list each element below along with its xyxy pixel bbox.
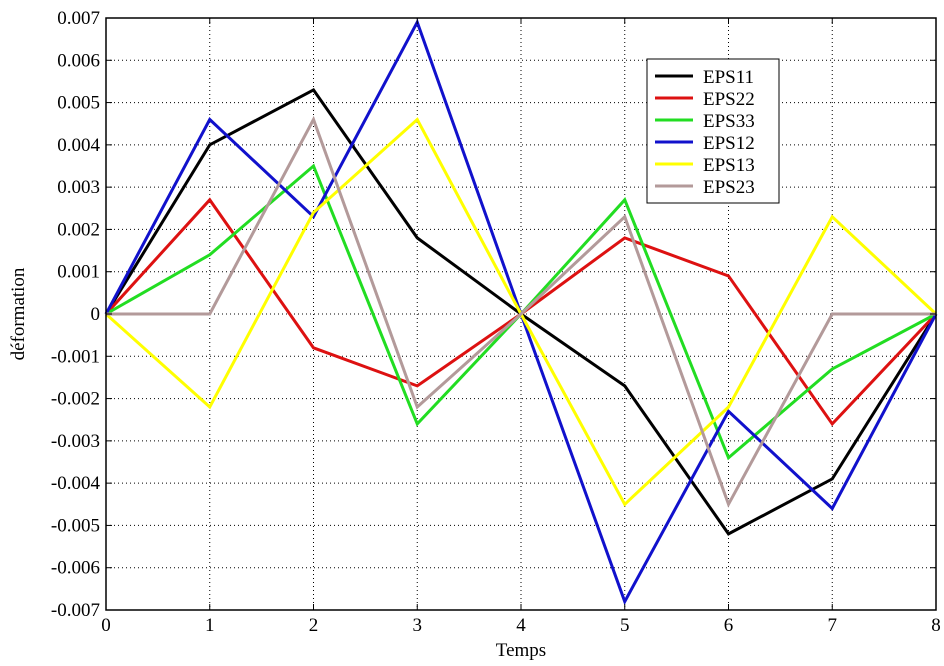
series-lines — [104, 18, 938, 606]
y-tick-label: 0.007 — [57, 8, 100, 29]
legend-label-eps23: EPS23 — [703, 177, 755, 198]
x-tick-label: 5 — [620, 615, 630, 636]
y-tick-label: -0.002 — [51, 389, 100, 410]
y-tick-label: -0.004 — [51, 473, 101, 494]
y-tick-label: 0.006 — [57, 50, 100, 71]
legend-label-eps33: EPS33 — [703, 111, 755, 132]
y-axis-label: déformation — [8, 267, 29, 360]
y-axis-ticks: 0.007 0.006 0.005 0.004 0.003 0.002 0.001 0 -0.0… — [51, 8, 936, 621]
legend-label-eps13: EPS13 — [703, 155, 755, 176]
x-axis-label: Temps — [496, 640, 546, 661]
x-tick-label: 0 — [101, 615, 111, 636]
legend-label-eps22: EPS22 — [703, 89, 755, 110]
y-tick-label: 0.002 — [57, 219, 100, 240]
legend-label-eps11: EPS11 — [703, 67, 754, 88]
legend-box — [646, 58, 780, 204]
y-tick-label: -0.001 — [51, 346, 100, 367]
x-tick-label: 4 — [516, 615, 526, 636]
y-tick-label: 0.003 — [57, 177, 100, 198]
y-tick-label: -0.005 — [51, 515, 100, 536]
series-line-eps23 — [106, 115, 936, 508]
y-tick-label: 0.005 — [57, 93, 100, 114]
y-tick-label: 0.001 — [57, 262, 100, 283]
y-tick-label: 0.004 — [57, 135, 100, 156]
y-tick-label: -0.007 — [51, 600, 100, 621]
x-tick-label: 2 — [309, 615, 319, 636]
x-tick-label: 3 — [413, 615, 423, 636]
x-tick-label: 1 — [205, 615, 215, 636]
x-axis-ticks: 0 1 2 3 4 5 6 7 8 — [101, 18, 941, 636]
y-tick-label: 0 — [91, 304, 101, 325]
x-tick-label: 8 — [931, 615, 941, 636]
y-tick-label: -0.006 — [51, 558, 100, 579]
legend-label-eps12: EPS12 — [703, 133, 755, 154]
x-tick-label: 6 — [724, 615, 734, 636]
x-tick-label: 7 — [828, 615, 838, 636]
y-tick-label: -0.003 — [51, 431, 100, 452]
